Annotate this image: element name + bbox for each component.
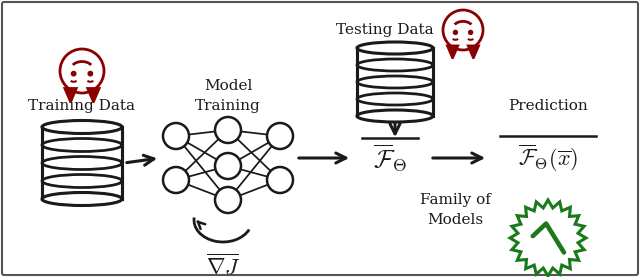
- Text: $\overline{\mathcal{F}}_{\Theta}$: $\overline{\mathcal{F}}_{\Theta}$: [373, 143, 407, 173]
- Ellipse shape: [357, 110, 433, 122]
- Circle shape: [72, 71, 76, 76]
- Polygon shape: [447, 46, 458, 59]
- Bar: [42, 127, 122, 199]
- FancyBboxPatch shape: [2, 2, 638, 275]
- Polygon shape: [87, 88, 100, 102]
- Circle shape: [443, 10, 483, 50]
- Circle shape: [163, 167, 189, 193]
- Text: Family of
Models: Family of Models: [420, 193, 490, 227]
- Circle shape: [468, 30, 472, 34]
- Circle shape: [267, 123, 293, 149]
- Text: Model
Training: Model Training: [195, 79, 261, 113]
- Ellipse shape: [42, 193, 122, 206]
- Polygon shape: [468, 46, 479, 59]
- Text: Testing Data: Testing Data: [336, 23, 434, 37]
- Text: $\overline{\mathcal{F}}_{\Theta}(\overline{x})$: $\overline{\mathcal{F}}_{\Theta}(\overli…: [518, 142, 578, 174]
- Circle shape: [88, 71, 93, 76]
- Bar: [357, 48, 433, 116]
- Circle shape: [215, 117, 241, 143]
- Circle shape: [60, 49, 104, 93]
- Circle shape: [267, 167, 293, 193]
- Polygon shape: [65, 88, 77, 102]
- Circle shape: [163, 123, 189, 149]
- Text: Prediction: Prediction: [508, 99, 588, 113]
- Text: $\overline{\nabla J}$: $\overline{\nabla J}$: [205, 253, 240, 277]
- Ellipse shape: [42, 120, 122, 134]
- Circle shape: [215, 153, 241, 179]
- Circle shape: [215, 187, 241, 213]
- Circle shape: [453, 30, 458, 34]
- Ellipse shape: [357, 42, 433, 54]
- Polygon shape: [510, 200, 586, 276]
- Text: Training Data: Training Data: [29, 99, 136, 113]
